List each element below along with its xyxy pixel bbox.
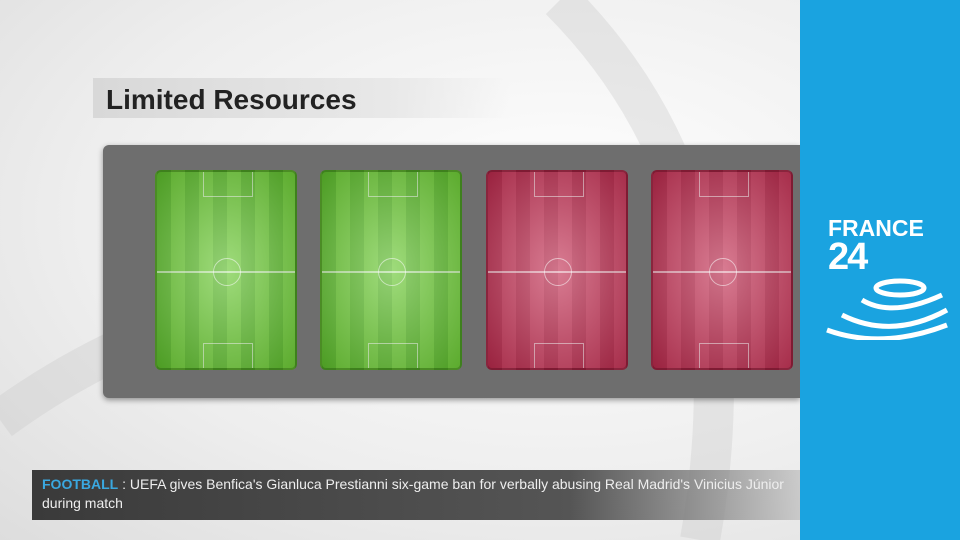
ticker-separator: : — [122, 476, 126, 492]
penalty-box-bottom — [534, 343, 584, 368]
halfway-line — [653, 271, 791, 273]
center-circle — [378, 258, 406, 286]
penalty-box-top — [203, 172, 253, 197]
pitch-green — [320, 170, 462, 370]
penalty-box-top — [534, 172, 584, 197]
logo-text-france: FRANCE — [828, 215, 924, 241]
pitch-red — [651, 170, 793, 370]
news-ticker: FOOTBALL : UEFA gives Benfica's Gianluca… — [32, 470, 800, 520]
penalty-box-bottom — [699, 343, 749, 368]
halfway-line — [157, 271, 295, 273]
logo-waves-icon — [826, 278, 949, 340]
logo-text-24: 24 — [828, 236, 868, 278]
penalty-box-bottom — [368, 343, 418, 368]
ticker-headline: UEFA gives Benfica's Gianluca Prestianni… — [42, 476, 784, 511]
penalty-box-top — [368, 172, 418, 197]
halfway-line — [488, 271, 626, 273]
ticker-category: FOOTBALL — [42, 476, 119, 492]
graphic-title: Limited Resources — [93, 78, 510, 118]
center-circle — [709, 258, 737, 286]
halfway-line — [322, 271, 460, 273]
center-circle — [544, 258, 572, 286]
penalty-box-top — [699, 172, 749, 197]
pitch-red — [486, 170, 628, 370]
france24-logo: FRANCE 24 — [800, 0, 960, 540]
center-circle — [213, 258, 241, 286]
penalty-box-bottom — [203, 343, 253, 368]
pitch-green — [155, 170, 297, 370]
